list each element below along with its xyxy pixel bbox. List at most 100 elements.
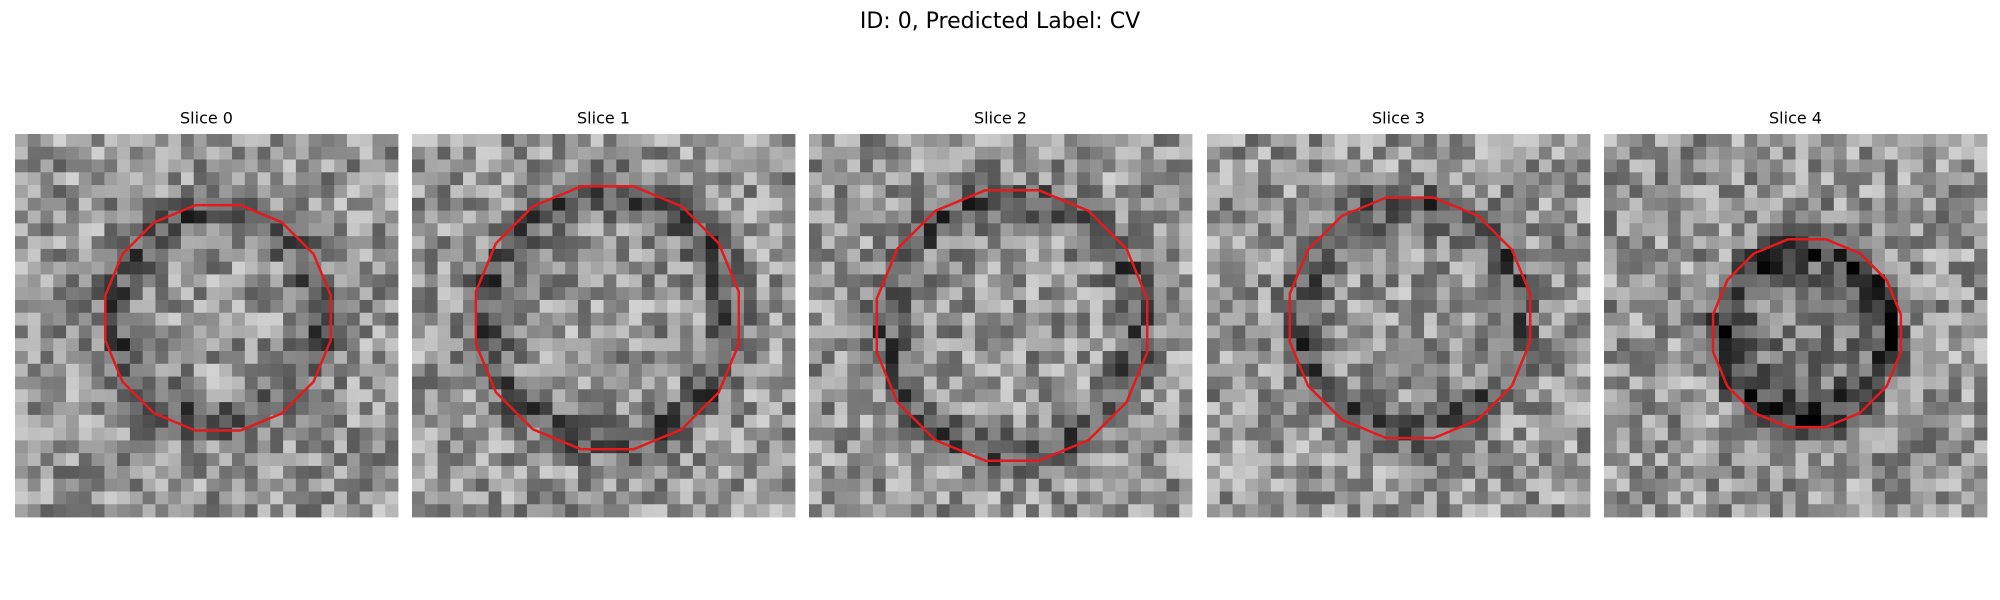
pixel — [872, 465, 886, 480]
pixel — [346, 491, 361, 505]
pixel — [526, 236, 541, 250]
pixel — [809, 210, 823, 224]
pixel — [40, 351, 54, 365]
pixel — [1436, 491, 1450, 505]
pixel — [1102, 146, 1116, 160]
pixel — [1923, 504, 1937, 518]
pixel — [1064, 478, 1078, 492]
pixel — [667, 325, 681, 339]
pixel — [180, 402, 195, 416]
pixel — [78, 134, 92, 148]
pixel — [1680, 146, 1694, 160]
pixel — [308, 274, 322, 288]
pixel — [257, 261, 271, 275]
pixel — [1051, 261, 1065, 275]
pixel — [437, 248, 451, 263]
pixel — [565, 427, 579, 441]
pixel — [27, 134, 41, 148]
pixel — [1667, 427, 1681, 441]
pixel — [1179, 478, 1193, 492]
pixel — [1140, 427, 1155, 441]
pixel — [1089, 414, 1104, 429]
pixel — [1923, 427, 1937, 441]
pixel — [936, 504, 950, 518]
pixel — [180, 312, 195, 326]
pixel — [769, 172, 783, 186]
pixel — [923, 440, 938, 454]
pixel — [424, 338, 438, 352]
pixel — [565, 376, 579, 390]
pixel — [1616, 236, 1630, 250]
pixel — [821, 261, 835, 275]
pixel — [1347, 299, 1361, 314]
pixel — [27, 197, 41, 211]
pixel — [1564, 299, 1578, 314]
pixel — [692, 134, 707, 148]
pixel — [1411, 159, 1425, 173]
pixel — [1270, 325, 1284, 339]
pixel — [1115, 363, 1129, 377]
pixel — [412, 197, 426, 211]
pixel — [1961, 427, 1975, 441]
pixel — [308, 351, 322, 365]
pixel — [1000, 363, 1014, 377]
pixel — [501, 172, 515, 186]
pixel — [987, 478, 1001, 492]
pixel — [539, 440, 553, 454]
pixel — [91, 465, 105, 480]
pixel — [898, 134, 912, 148]
pixel — [1207, 197, 1221, 211]
pixel — [1564, 248, 1578, 263]
pixel — [1693, 414, 1707, 429]
pixel — [680, 414, 694, 429]
pixel — [412, 351, 426, 365]
pixel — [104, 223, 118, 237]
pixel — [872, 338, 886, 352]
pixel — [1038, 287, 1052, 301]
pixel — [539, 248, 553, 263]
pixel — [834, 338, 848, 352]
slice-image — [809, 134, 1193, 518]
pixel — [565, 197, 579, 211]
pixel — [501, 274, 515, 288]
pixel — [1923, 223, 1937, 237]
pixel — [1680, 210, 1694, 224]
pixel — [616, 363, 630, 377]
pixel — [193, 185, 207, 199]
pixel — [129, 236, 144, 250]
pixel — [936, 299, 950, 314]
pixel — [1424, 146, 1438, 160]
pixel — [1961, 159, 1975, 173]
pixel — [1449, 172, 1463, 186]
pixel — [1102, 504, 1116, 518]
pixel — [1179, 465, 1193, 480]
pixel — [1207, 172, 1221, 186]
pixel — [501, 248, 515, 263]
pixel — [1872, 146, 1886, 160]
pixel — [1808, 414, 1822, 429]
pixel — [372, 146, 386, 160]
pixel — [872, 389, 886, 403]
pixel — [1616, 325, 1630, 339]
pixel — [718, 427, 732, 441]
pixel — [962, 210, 976, 224]
pixel — [769, 427, 783, 441]
pixel — [1449, 210, 1463, 224]
pixel — [731, 389, 745, 403]
pixel — [334, 236, 348, 250]
pixel — [155, 338, 169, 352]
pixel — [1424, 159, 1438, 173]
pixel — [1347, 274, 1361, 288]
pixel — [1179, 402, 1193, 416]
pixel — [821, 453, 835, 467]
pixel — [1077, 274, 1091, 288]
pixel — [1179, 376, 1193, 390]
pixel — [450, 223, 464, 237]
pixel — [412, 465, 426, 480]
pixel — [1616, 465, 1630, 480]
pixel — [1974, 363, 1988, 377]
pixel — [923, 338, 938, 352]
pixel — [53, 414, 67, 429]
pixel — [244, 236, 258, 250]
pixel — [718, 197, 732, 211]
